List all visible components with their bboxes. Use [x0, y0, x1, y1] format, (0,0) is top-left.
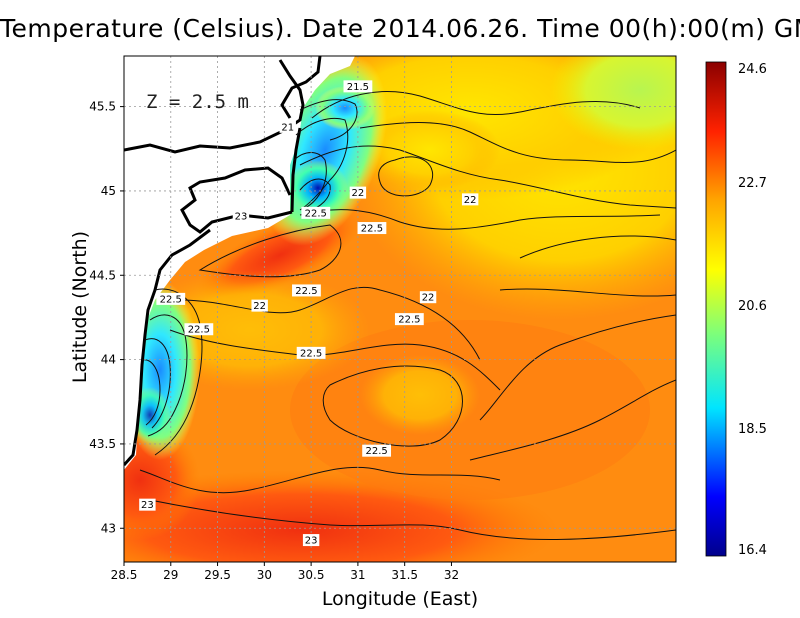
contour-label-text: 22 — [464, 195, 477, 206]
latitude-ticks: 43 43.5 44 44.5 45 45.5 — [89, 100, 124, 535]
contour-label: 23 — [302, 534, 320, 547]
y-tick-label: 44 — [101, 353, 116, 367]
contour-label-bg — [251, 299, 268, 312]
contour-label-text: 22.5 — [160, 294, 182, 305]
contour-label-bg — [302, 534, 320, 547]
depth-label: Z = 2.5 m — [146, 91, 249, 113]
contour-label: 21 — [279, 120, 296, 133]
contour-label-text: 22.5 — [188, 325, 210, 336]
contour-label: 22 — [349, 186, 367, 199]
colorbar-label: 18.5 — [738, 422, 767, 437]
contour-label-text: 22.5 — [398, 315, 420, 326]
contour-label-text: 22.5 — [361, 224, 383, 235]
colorbar-label: 22.7 — [738, 176, 767, 191]
contour-label: 22.5 — [362, 444, 392, 457]
plot-frame — [123, 55, 677, 563]
contour-label: 22.5 — [296, 346, 326, 359]
x-tick-label: 31 — [350, 568, 365, 582]
contour-label-bg — [139, 498, 156, 511]
colorbar-label-min: 16.4 — [738, 543, 767, 558]
contour-label-bg — [156, 292, 186, 305]
x-tick-label: 30 — [257, 568, 272, 582]
contour-label-bg — [357, 222, 387, 235]
contour-label: 22 — [461, 193, 479, 206]
contour-lines — [139, 91, 676, 540]
temperature-field — [124, 56, 676, 562]
contour-label-text: 22.5 — [305, 208, 327, 219]
contour-label: 22.5 — [184, 323, 214, 336]
colorbar-label: 20.6 — [738, 299, 767, 314]
contour-label-text: 23 — [235, 212, 248, 223]
contour-label: 22.5 — [394, 313, 424, 326]
contour-label-text: 22.5 — [295, 286, 317, 297]
contour-label-bg — [394, 313, 424, 326]
contour-label-bg — [301, 206, 331, 219]
chart-title: Temperature (Celsius). Date 2014.06.26. … — [0, 14, 800, 43]
contour-label-text: 21.5 — [347, 82, 369, 93]
contour-label-bg — [349, 186, 367, 199]
contour-label-text: 22.5 — [300, 348, 322, 359]
contour-label: 22 — [251, 299, 268, 312]
contour-label-bg — [292, 284, 321, 297]
contour-label: 22.5 — [301, 206, 331, 219]
contour-label-text: 23 — [305, 536, 318, 547]
y-tick-label: 45 — [101, 184, 116, 198]
x-tick-label: 31.5 — [391, 568, 418, 582]
land-mask — [124, 56, 355, 470]
contour-labels: 21.521222222.522.5232222.52222.522.522.5… — [139, 80, 479, 547]
contour-label-text: 21 — [281, 122, 294, 133]
contour-label-bg — [362, 444, 392, 457]
x-tick-label: 30.5 — [298, 568, 325, 582]
contour-label-text: 22 — [422, 293, 435, 304]
contour-label-bg — [279, 120, 296, 133]
longitude-ticks: 28.5 29 29.5 30 30.5 31 31.5 32 — [111, 562, 459, 582]
contour-label-text: 22 — [352, 188, 365, 199]
contour-label-bg — [232, 210, 250, 223]
y-tick-label: 44.5 — [89, 268, 116, 282]
contour-label-text: 23 — [141, 500, 154, 511]
x-tick-label: 29 — [163, 568, 178, 582]
contour-label: 22.5 — [357, 222, 387, 235]
contour-label: 23 — [139, 498, 156, 511]
x-axis-label: Longitude (East) — [321, 588, 479, 610]
contour-label-bg — [184, 323, 214, 336]
contour-label-bg — [296, 346, 326, 359]
contour-label: 23 — [232, 210, 250, 223]
y-axis-label: Latitude (North) — [69, 230, 91, 384]
x-tick-label: 28.5 — [111, 568, 138, 582]
grid-lines — [124, 56, 676, 562]
contour-label-bg — [343, 80, 373, 93]
contour-label: 22.5 — [156, 292, 186, 305]
contour-label: 21.5 — [343, 80, 373, 93]
contour-label-text: 22 — [253, 301, 266, 312]
contour-label-text: 22.5 — [365, 446, 387, 457]
contour-label-bg — [461, 193, 479, 206]
x-tick-label: 32 — [444, 568, 459, 582]
colorbar-label-max: 24.6 — [738, 62, 767, 77]
y-tick-label: 43.5 — [89, 437, 116, 451]
contour-label-bg — [419, 291, 437, 304]
x-tick-label: 29.5 — [204, 568, 231, 582]
y-tick-label: 43 — [101, 521, 116, 535]
contour-label: 22 — [419, 291, 437, 304]
colorbar — [705, 61, 727, 557]
contour-label: 22.5 — [292, 284, 321, 297]
y-tick-label: 45.5 — [89, 100, 116, 114]
